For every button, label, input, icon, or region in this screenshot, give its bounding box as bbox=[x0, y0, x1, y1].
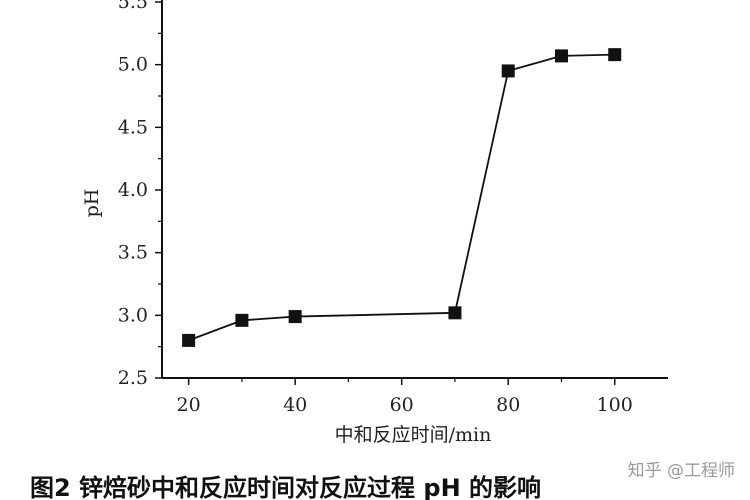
plot-area: 20 40 60 80 100 2.5 3.0 3.5 4.0 4.5 5.0 5.5 bbox=[118, 0, 668, 416]
y-tick-label: 3.5 bbox=[118, 242, 148, 264]
y-tick-label: 5.0 bbox=[118, 54, 148, 76]
data-point bbox=[448, 306, 462, 320]
data-point bbox=[288, 310, 302, 324]
data-point bbox=[501, 64, 515, 78]
x-tick-label: 80 bbox=[496, 394, 520, 416]
x-tick-label: 40 bbox=[283, 394, 307, 416]
series-line bbox=[188, 53, 615, 342]
x-tick-label: 100 bbox=[597, 394, 633, 416]
figure-caption: 图2 锌焙砂中和反应时间对反应过程 pH 的影响 bbox=[30, 474, 541, 500]
y-tick-label: 2.5 bbox=[118, 367, 148, 389]
data-point bbox=[608, 48, 622, 62]
x-axis-label: 中和反应时间/min bbox=[335, 424, 492, 446]
data-point bbox=[182, 333, 196, 347]
y-tick-label: 4.0 bbox=[118, 179, 148, 201]
y-tick-label: 3.0 bbox=[118, 304, 148, 326]
x-tick-label: 20 bbox=[177, 394, 201, 416]
y-tick-label: 5.5 bbox=[118, 0, 148, 13]
watermark: 知乎 @工程师 bbox=[628, 461, 735, 481]
data-point bbox=[235, 313, 249, 327]
y-tick-label: 4.5 bbox=[118, 116, 148, 138]
y-axis-label: pH bbox=[81, 189, 103, 218]
data-point bbox=[554, 49, 568, 63]
x-tick-label: 60 bbox=[390, 394, 414, 416]
